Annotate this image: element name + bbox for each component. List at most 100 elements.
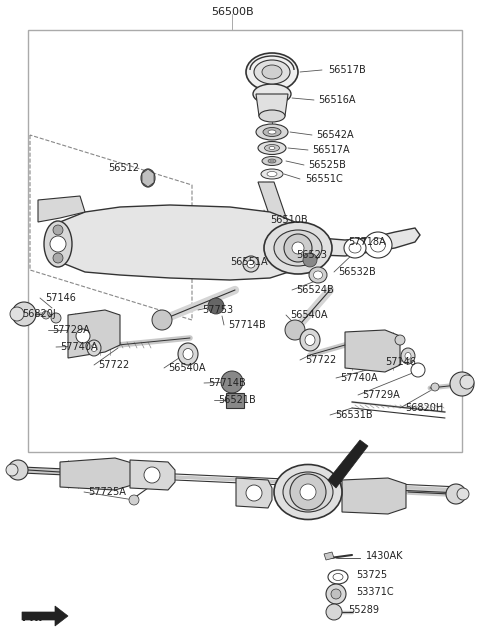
Ellipse shape [305, 334, 315, 345]
Circle shape [331, 589, 341, 599]
Circle shape [6, 464, 18, 476]
Polygon shape [130, 460, 175, 490]
Ellipse shape [42, 311, 50, 319]
Polygon shape [38, 196, 85, 222]
Circle shape [12, 302, 36, 326]
Ellipse shape [262, 65, 282, 79]
Ellipse shape [371, 238, 385, 252]
Ellipse shape [87, 340, 101, 356]
Text: 57753: 57753 [202, 305, 233, 315]
Ellipse shape [178, 343, 198, 365]
Ellipse shape [269, 146, 275, 149]
Text: 56521B: 56521B [218, 395, 256, 405]
Ellipse shape [431, 383, 439, 391]
Ellipse shape [364, 232, 392, 258]
FancyBboxPatch shape [226, 393, 244, 408]
Polygon shape [60, 458, 132, 490]
Circle shape [457, 488, 469, 500]
Polygon shape [68, 310, 120, 358]
Text: 57729A: 57729A [362, 390, 400, 400]
Ellipse shape [246, 53, 298, 91]
Polygon shape [256, 94, 288, 116]
Text: 56510B: 56510B [270, 215, 308, 225]
Ellipse shape [274, 464, 342, 520]
Circle shape [144, 467, 160, 483]
Polygon shape [50, 205, 420, 280]
Circle shape [246, 485, 262, 501]
Text: 57722: 57722 [98, 360, 129, 370]
Polygon shape [142, 169, 154, 187]
Text: 56517B: 56517B [328, 65, 366, 75]
Circle shape [208, 298, 224, 314]
Circle shape [460, 375, 474, 389]
Circle shape [8, 460, 28, 480]
Ellipse shape [268, 159, 276, 163]
Ellipse shape [141, 169, 155, 187]
Circle shape [300, 484, 316, 500]
Ellipse shape [405, 352, 411, 359]
Ellipse shape [264, 144, 279, 151]
Text: 56531B: 56531B [335, 410, 372, 420]
Circle shape [221, 371, 243, 393]
Polygon shape [22, 606, 68, 626]
Text: 1430AK: 1430AK [366, 551, 404, 561]
Ellipse shape [264, 222, 332, 274]
Text: 57740A: 57740A [60, 342, 97, 352]
Circle shape [129, 495, 139, 505]
Ellipse shape [268, 130, 276, 134]
Polygon shape [342, 478, 406, 514]
Polygon shape [328, 440, 368, 488]
Text: 57740A: 57740A [340, 373, 378, 383]
Ellipse shape [51, 313, 61, 323]
Ellipse shape [401, 348, 415, 364]
Circle shape [292, 242, 304, 254]
Ellipse shape [344, 238, 366, 258]
Text: 56540A: 56540A [290, 310, 327, 320]
Circle shape [326, 584, 346, 604]
Ellipse shape [259, 110, 285, 122]
Circle shape [10, 307, 24, 321]
Ellipse shape [283, 472, 333, 512]
Text: 56551A: 56551A [230, 257, 268, 267]
Text: 56517A: 56517A [312, 145, 349, 155]
Ellipse shape [309, 267, 327, 283]
Text: 56820J: 56820J [22, 309, 56, 319]
Text: 55289: 55289 [348, 605, 379, 615]
Text: 57146: 57146 [45, 293, 76, 303]
Ellipse shape [183, 348, 193, 359]
Ellipse shape [76, 329, 90, 343]
Text: 56551C: 56551C [305, 174, 343, 184]
Text: 57718A: 57718A [348, 237, 385, 247]
Text: 56523: 56523 [296, 250, 327, 260]
Polygon shape [324, 552, 334, 560]
Circle shape [53, 253, 63, 263]
Ellipse shape [333, 574, 343, 580]
Ellipse shape [267, 171, 277, 176]
Text: 53371C: 53371C [356, 587, 394, 597]
Ellipse shape [313, 271, 323, 279]
Circle shape [303, 253, 317, 267]
Circle shape [53, 225, 63, 235]
Circle shape [290, 474, 326, 510]
Ellipse shape [256, 124, 288, 140]
Ellipse shape [274, 230, 322, 266]
Ellipse shape [263, 128, 281, 137]
Text: 56525B: 56525B [308, 160, 346, 170]
Text: 56542A: 56542A [316, 130, 354, 140]
Text: 56516A: 56516A [318, 95, 356, 105]
Circle shape [284, 234, 312, 262]
Bar [28, 30, 462, 452]
Polygon shape [258, 182, 300, 258]
Text: 57722: 57722 [305, 355, 336, 365]
Circle shape [446, 484, 466, 504]
Ellipse shape [44, 221, 72, 267]
Ellipse shape [271, 160, 274, 162]
Ellipse shape [328, 570, 348, 584]
Ellipse shape [253, 84, 291, 104]
Text: 56500B: 56500B [211, 7, 253, 17]
Text: 56532B: 56532B [338, 267, 376, 277]
Circle shape [243, 256, 259, 272]
Ellipse shape [395, 335, 405, 345]
Text: 56540A: 56540A [168, 363, 205, 373]
Text: 57714B: 57714B [208, 378, 246, 388]
